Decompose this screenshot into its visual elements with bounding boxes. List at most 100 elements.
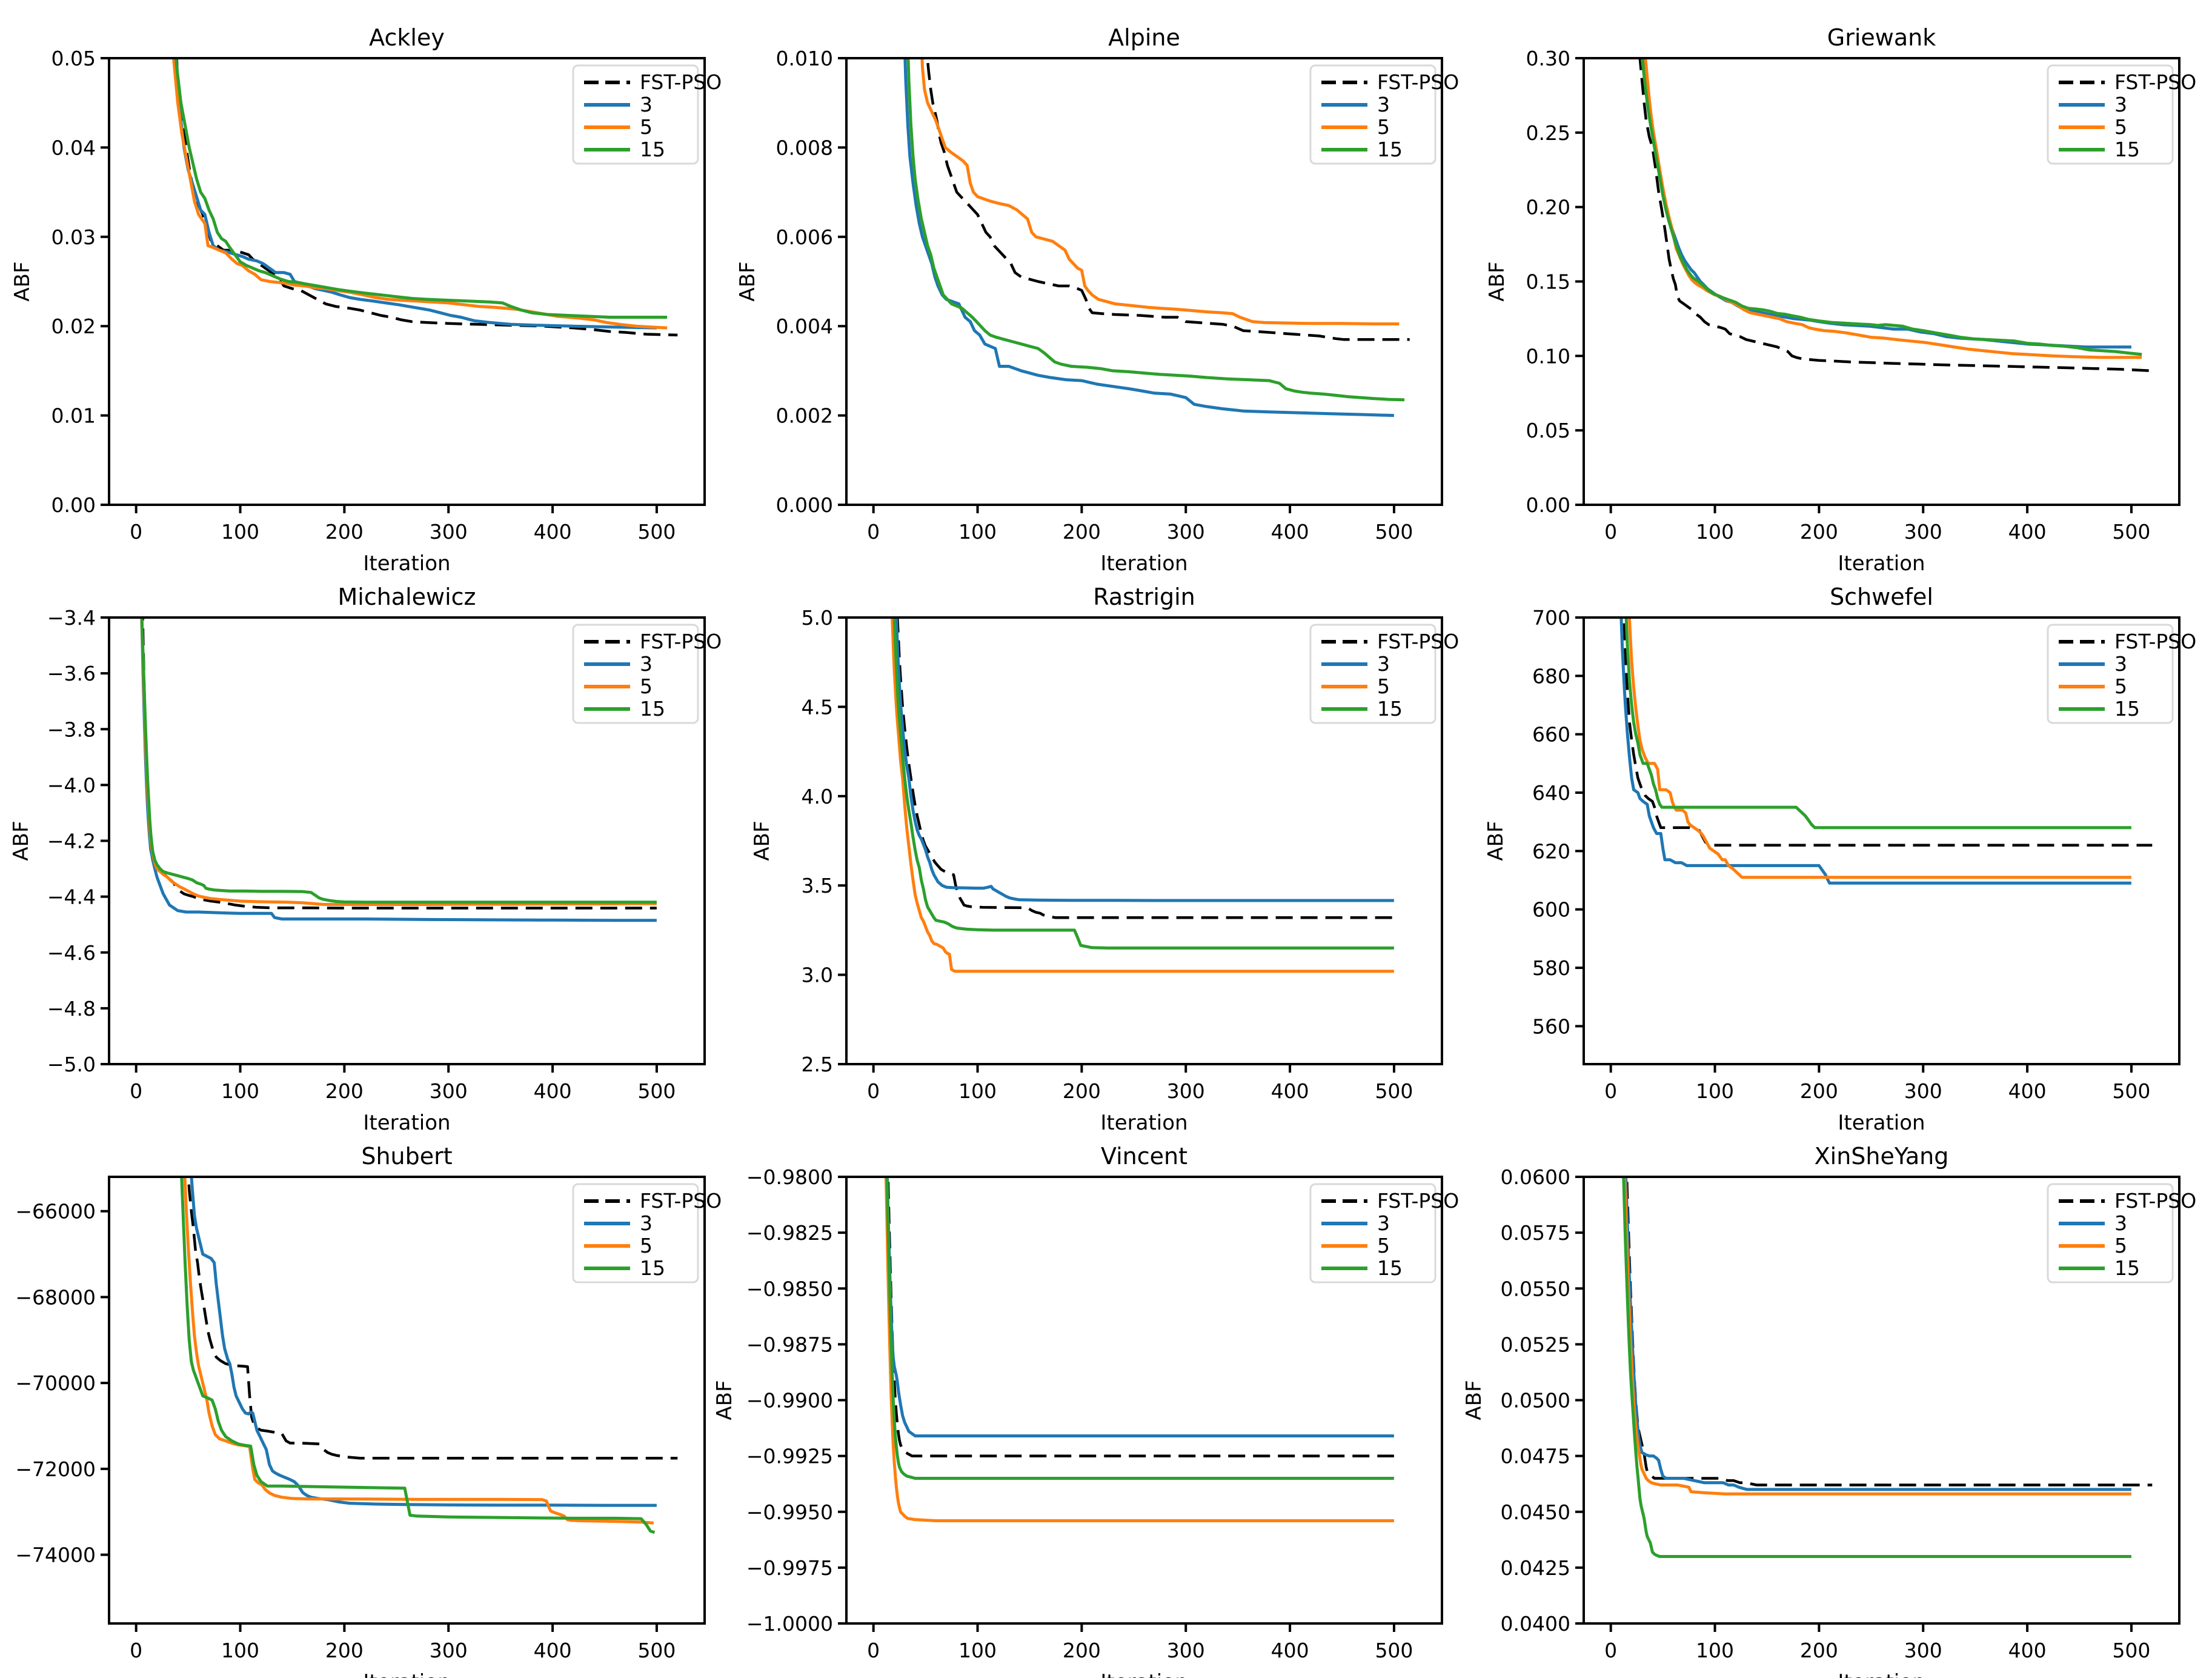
subplot-xinsheyang: 0 100 200 300 400 500 0.0400 0.0425 0.0450 0.0475…	[1462, 1119, 2212, 1678]
chart-title: Alpine	[1108, 24, 1180, 51]
legend-label: FST-PSO	[1377, 630, 1459, 653]
x-tick-label: 200	[1800, 1079, 1838, 1103]
legend-label: 5	[1377, 674, 1390, 698]
legend-box	[1309, 64, 1436, 165]
y-axis-label: ABF	[10, 261, 35, 301]
y-tick-label: −0.9975	[746, 1556, 833, 1580]
chart-title: Shubert	[361, 1143, 452, 1170]
series-line-5	[884, 1177, 1394, 1522]
y-tick-label: 0.008	[776, 136, 833, 159]
chart-title: Michalewicz	[337, 584, 476, 610]
y-tick-label: −0.9875	[746, 1333, 833, 1356]
y-tick-label: 0.0500	[1501, 1389, 1570, 1413]
x-tick-label: 0	[1604, 520, 1617, 544]
series-line-5	[920, 58, 1400, 325]
legend-label: 3	[2114, 93, 2127, 116]
legend-label: 5	[1377, 1234, 1390, 1257]
x-tick-label: 300	[430, 1079, 468, 1103]
y-tick-label: 4.5	[802, 695, 833, 719]
y-tick-label: 0.0525	[1501, 1333, 1570, 1356]
legend-label: 15	[640, 697, 665, 721]
legend-label: 3	[1377, 1211, 1390, 1235]
axes-frame	[845, 57, 1443, 506]
x-tick-label: 300	[430, 520, 468, 544]
axes-frame	[108, 616, 706, 1065]
y-tick-label: −70000	[15, 1371, 96, 1395]
x-tick-label: 400	[2008, 1639, 2047, 1662]
legend-label: FST-PSO	[2114, 70, 2196, 94]
x-tick-label: 0	[867, 1079, 880, 1103]
axes-frame	[1583, 57, 2180, 506]
axes-frame	[845, 1176, 1443, 1625]
y-tick-label: −0.9900	[746, 1389, 833, 1413]
axes-frame	[845, 616, 1443, 1065]
legend-label: 3	[1377, 652, 1390, 676]
x-axis-label: Iteration	[1100, 1670, 1187, 1678]
series-line-fst-pso	[187, 1177, 678, 1460]
series-line-15	[892, 618, 1394, 950]
series-line-3	[903, 58, 1394, 418]
y-tick-label: 0.0400	[1501, 1612, 1570, 1636]
legend-label: FST-PSO	[1377, 1189, 1459, 1213]
x-tick-label: 400	[534, 1079, 572, 1103]
x-axis-label: Iteration	[1838, 1670, 1925, 1678]
series-line-fst-pso	[1622, 618, 2153, 847]
y-tick-label: 620	[1532, 839, 1570, 863]
x-tick-label: 500	[2112, 1639, 2150, 1662]
x-tick-label: 500	[1375, 1639, 1413, 1662]
chart-title: Ackley	[369, 24, 445, 51]
y-tick-label: 0.0575	[1501, 1221, 1570, 1245]
x-tick-label: 300	[1904, 1639, 1942, 1662]
axes-frame	[108, 1176, 706, 1625]
y-tick-label: −72000	[15, 1457, 96, 1481]
x-tick-label: 200	[1800, 520, 1838, 544]
legend-label: FST-PSO	[640, 1189, 722, 1213]
y-tick-label: −0.9800	[746, 1165, 833, 1189]
chart-schwefel: 0 100 200 300 400 500 560 580 600 620 640 660 680 700…	[1484, 584, 2196, 1135]
x-tick-label: 400	[1271, 1639, 1309, 1662]
x-axis-label: Iteration	[1838, 551, 1925, 576]
y-tick-label: 4.0	[802, 785, 833, 808]
y-tick-label: 580	[1532, 956, 1570, 980]
x-tick-label: 400	[534, 520, 572, 544]
y-tick-label: 560	[1532, 1014, 1570, 1038]
y-tick-label: −4.8	[47, 997, 96, 1020]
y-tick-label: −0.9950	[746, 1500, 833, 1524]
y-axis-label: ABF	[1462, 1380, 1486, 1420]
chart-ackley: 0 100 200 300 400 500 0.00 0.01 0.02 0.03 0.04 0.05…	[10, 24, 722, 576]
subplot-rastrigin: 0 100 200 300 400 500 2.5 3.0 3.5 4.0 4.5 5.0 Rastri…	[737, 559, 1475, 1135]
y-tick-label: 0.01	[51, 404, 96, 428]
legend-box	[572, 64, 699, 165]
series-line-fst-pso	[886, 1177, 1394, 1457]
legend-label: FST-PSO	[2114, 1189, 2196, 1213]
y-tick-label: 3.5	[802, 874, 833, 897]
x-tick-label: 500	[637, 1079, 676, 1103]
subplot-vincent: 0 100 200 300 400 500 −1.0000 −0.9975 −0.9950 −0.…	[712, 1119, 1475, 1678]
y-tick-label: 0.010	[776, 47, 833, 70]
y-tick-label: 0.006	[776, 225, 833, 249]
x-axis-label: Iteration	[363, 1670, 450, 1678]
y-tick-label: 0.0475	[1501, 1445, 1570, 1468]
chart-shubert: 0 100 200 300 400 500 −74000 −72000 −70000 −68000…	[0, 1143, 722, 1678]
y-tick-label: 0.00	[51, 493, 96, 517]
x-tick-label: 0	[1604, 1079, 1617, 1103]
series-line-3	[190, 1177, 657, 1507]
x-tick-label: 500	[637, 520, 676, 544]
x-tick-label: 500	[2112, 1079, 2150, 1103]
chart-title: Rastrigin	[1093, 584, 1195, 610]
x-tick-label: 100	[1696, 1079, 1734, 1103]
legend-box	[1309, 624, 1436, 724]
y-tick-label: 0.03	[51, 225, 96, 249]
legend-label: 15	[640, 138, 665, 161]
series-line-5	[183, 1177, 654, 1525]
y-tick-label: 0.0550	[1501, 1277, 1570, 1300]
chart-title: Vincent	[1101, 1143, 1187, 1170]
legend-label: 3	[1377, 93, 1390, 116]
legend-label: 5	[2114, 115, 2127, 139]
x-tick-label: 100	[958, 1079, 997, 1103]
legend-label: 5	[640, 115, 653, 139]
